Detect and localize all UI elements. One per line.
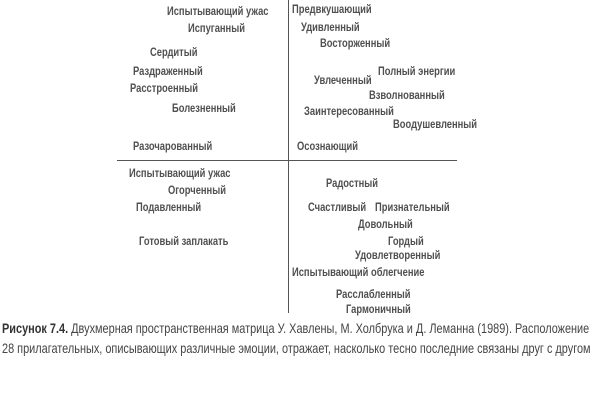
emotion-label: Расслабленный	[336, 287, 411, 301]
emotion-label: Счастливый	[308, 200, 367, 214]
emotion-label: Гордый	[388, 234, 424, 248]
emotion-label: Полный энергии	[378, 64, 456, 78]
emotion-label: Восторженный	[320, 36, 391, 50]
emotion-label: Раздраженный	[133, 64, 203, 78]
emotion-label: Расстроенный	[130, 81, 199, 95]
emotion-label: Испуганный	[188, 21, 245, 35]
emotion-label: Удивленный	[301, 20, 360, 34]
emotion-label: Заинтересованный	[304, 104, 394, 118]
emotion-label: Испытывающий ужас	[129, 166, 231, 180]
emotion-label: Признательный	[375, 200, 450, 214]
caption-text: Двухмерная пространственная матрица У. Х…	[2, 320, 591, 356]
emotion-label: Болезненный	[172, 101, 236, 115]
emotion-label: Довольный	[358, 217, 413, 231]
figure-caption: Рисунок 7.4. Двухмерная пространственная…	[2, 319, 595, 358]
vertical-axis	[288, 0, 289, 313]
emotion-label: Гармоничный	[346, 302, 411, 316]
horizontal-axis	[117, 160, 457, 161]
emotion-label: Разочарованный	[133, 139, 213, 153]
emotion-label: Испытывающий облегчение	[292, 265, 425, 279]
emotion-label: Удовлетворенный	[355, 248, 441, 262]
emotion-label: Радостный	[326, 176, 379, 190]
caption-label: Рисунок 7.4.	[2, 320, 69, 336]
emotion-label: Увлеченный	[314, 73, 372, 87]
emotion-label: Предвкушающий	[292, 2, 372, 16]
emotion-label: Подавленный	[136, 200, 202, 214]
emotion-label: Сердитый	[150, 45, 198, 59]
emotion-label: Испытывающий ужас	[167, 4, 269, 18]
emotion-label: Осознающий	[297, 139, 358, 153]
emotion-label: Огорченный	[168, 183, 226, 197]
emotion-label: Воодушевленный	[393, 117, 478, 131]
emotion-label: Взволнованный	[369, 88, 445, 102]
emotion-label: Готовый заплакать	[139, 234, 229, 248]
